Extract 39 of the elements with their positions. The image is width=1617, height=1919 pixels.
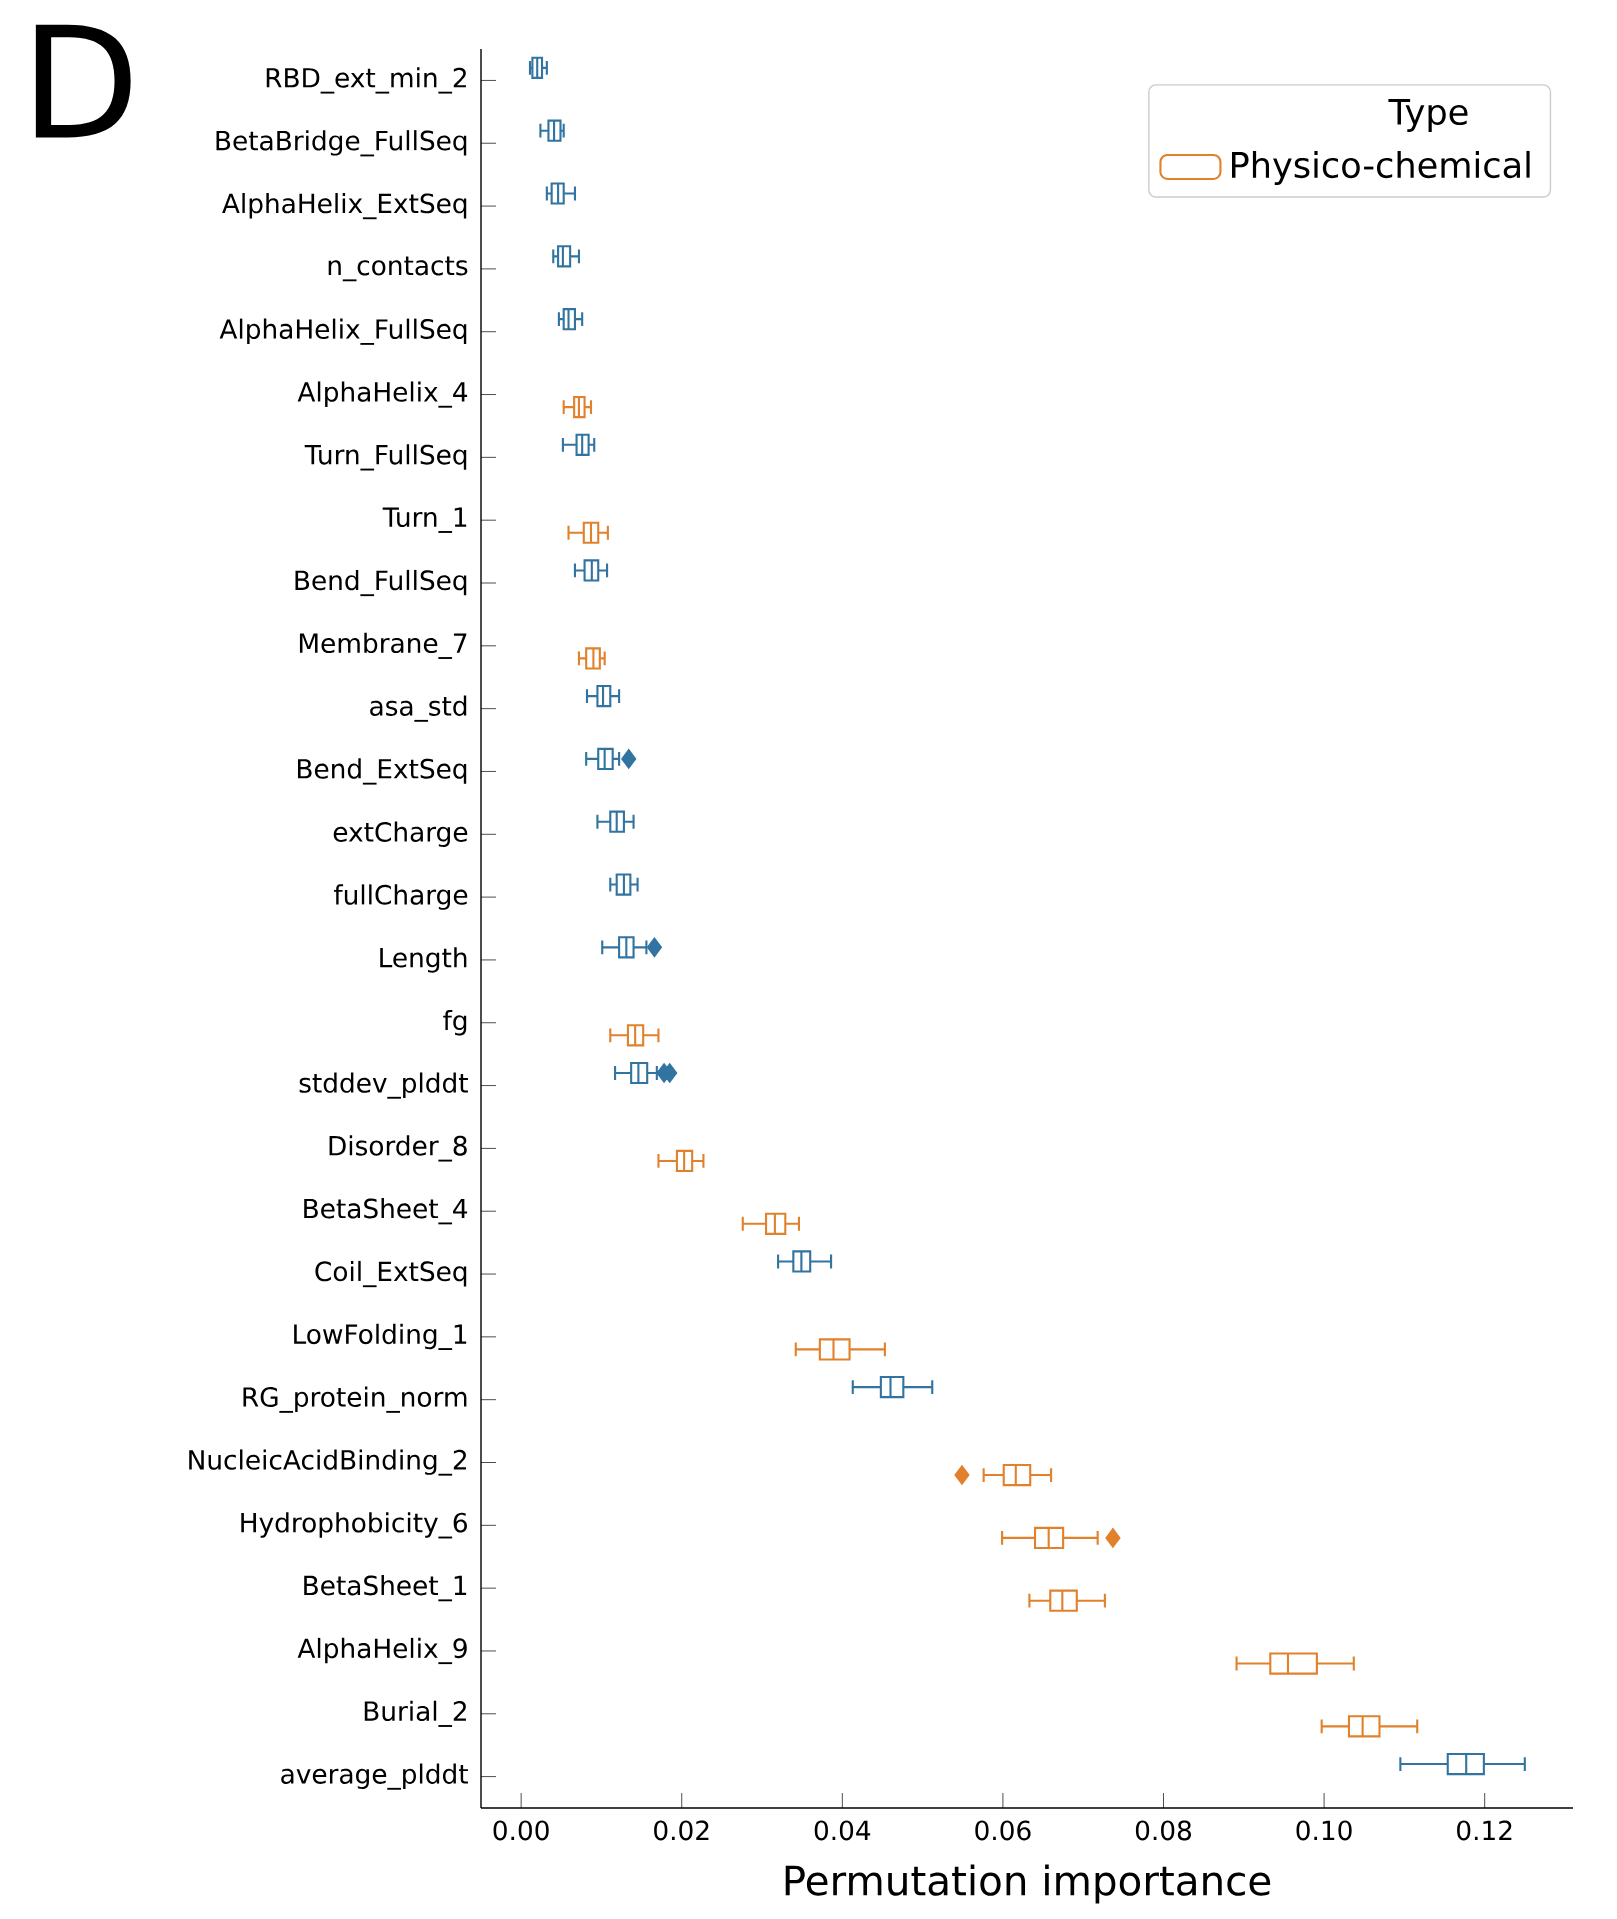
y-tick-label: Membrane_7 — [299, 632, 467, 659]
y-tick-label: RG_protein_norm — [243, 1386, 467, 1413]
y-tick-label: average_plddt — [281, 1763, 468, 1790]
y-tick-label: asa_std — [370, 695, 467, 722]
y-tick-label: Hydrophobicity_6 — [241, 1512, 467, 1539]
y-tick-label: AlphaHelix_9 — [297, 1637, 467, 1665]
legend-title: Type — [1388, 98, 1468, 132]
y-tick-label: BetaSheet_4 — [304, 1198, 468, 1225]
x-tick-label: 0.10 — [1296, 1820, 1352, 1841]
y-tick-label: Coil_ExtSeq — [315, 1260, 467, 1288]
y-tick-label: Bend_ExtSeq — [297, 758, 467, 785]
y-tick-label: AlphaHelix_4 — [297, 381, 468, 408]
x-tick-label: 0.02 — [654, 1820, 709, 1841]
y-tick-label: AlphaHelix_ExtSeq — [222, 192, 467, 220]
y-tick-label: Length — [380, 947, 467, 973]
x-tick-label: 0.12 — [1457, 1820, 1512, 1841]
y-tick-label: stddev_plddt — [299, 1072, 468, 1099]
legend-label: Physico-chemical — [1232, 150, 1530, 185]
y-tick-label: BetaBridge_FullSeq — [216, 130, 467, 157]
y-tick-label: LowFolding_1 — [294, 1323, 467, 1350]
y-tick-label: fg — [443, 1010, 467, 1036]
y-tick-label: Turn_1 — [382, 507, 467, 533]
y-tick-label: BetaSheet_1 — [304, 1575, 467, 1602]
y-tick-label: fullCharge — [333, 884, 468, 910]
y-tick-label: AlphaHelix_FullSeq — [219, 318, 467, 345]
y-tick-label: NucleicAcidBinding_2 — [189, 1449, 466, 1476]
y-tick-label: Disorder_8 — [329, 1135, 467, 1162]
x-tick-label: 0.06 — [975, 1820, 1031, 1841]
y-tick-label: RBD_ext_min_2 — [266, 67, 466, 94]
y-tick-label: Turn_FullSeq — [304, 444, 467, 471]
y-tick-label: Bend_FullSeq — [295, 569, 467, 597]
x-tick-label: 0.04 — [814, 1820, 871, 1841]
x-tick-label: 0.00 — [493, 1820, 549, 1841]
y-tick-label: Burial_2 — [364, 1700, 466, 1727]
x-axis-title: Permutation importance — [785, 1864, 1271, 1904]
chart-title: D — [35, 24, 131, 138]
y-tick-label: n_contacts — [328, 256, 468, 282]
x-tick-label: 0.08 — [1135, 1820, 1191, 1841]
y-tick-label: extCharge — [333, 821, 468, 848]
